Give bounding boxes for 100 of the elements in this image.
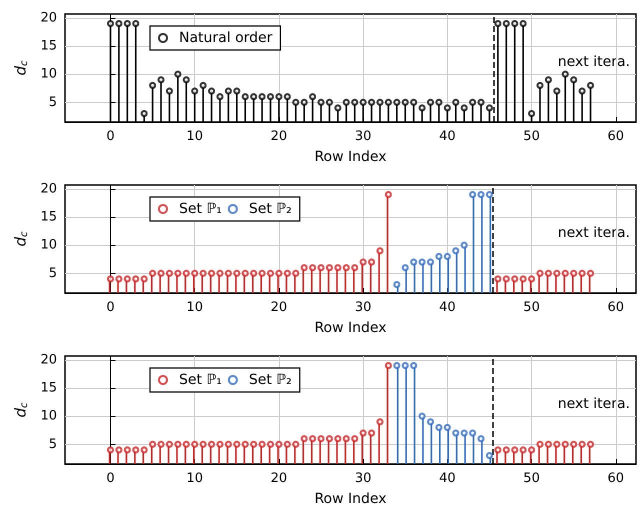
- point: [318, 435, 325, 442]
- point: [300, 98, 308, 106]
- point: [275, 440, 282, 448]
- point: [402, 362, 409, 370]
- point: [410, 362, 418, 370]
- point: [267, 440, 274, 448]
- point: [511, 20, 518, 28]
- point: [368, 98, 376, 106]
- point: [469, 98, 476, 106]
- annotation: next itera.: [558, 225, 630, 241]
- point: [140, 275, 148, 282]
- x-tick-label: 30: [354, 471, 372, 486]
- point: [115, 20, 122, 28]
- x-tick-label: 20: [270, 129, 288, 144]
- point: [528, 110, 536, 118]
- x-tick-label: 30: [354, 300, 372, 315]
- point: [216, 440, 224, 448]
- point: [115, 275, 122, 282]
- x-tick-label: 50: [523, 300, 540, 315]
- point: [351, 435, 358, 442]
- point: [140, 110, 148, 118]
- point: [452, 430, 460, 437]
- x-axis-title: Row Index: [314, 491, 387, 507]
- point: [106, 20, 114, 28]
- y-tick-label: 10: [40, 408, 57, 424]
- point: [587, 270, 594, 277]
- point: [242, 440, 249, 448]
- point: [562, 270, 569, 277]
- point: [393, 281, 400, 288]
- point: [578, 88, 586, 95]
- point: [124, 275, 131, 282]
- point: [544, 76, 552, 84]
- point: [410, 258, 418, 266]
- point: [334, 104, 342, 112]
- point: [158, 440, 165, 448]
- x-tick-label: 60: [608, 471, 624, 486]
- annotation: next itera.: [558, 396, 630, 412]
- point: [191, 440, 198, 448]
- y-tick-label: 15: [40, 380, 57, 396]
- point: [376, 247, 384, 254]
- point: [511, 446, 518, 454]
- point: [166, 88, 173, 95]
- point: [149, 440, 156, 448]
- point: [460, 104, 468, 112]
- point: [553, 88, 560, 95]
- point: [200, 440, 207, 448]
- point: [106, 275, 114, 282]
- x-tick-label: 20: [270, 300, 288, 315]
- point: [182, 270, 190, 277]
- point: [460, 242, 468, 249]
- y-tick-label: 20: [40, 10, 57, 26]
- x-tick-label: 50: [523, 471, 540, 486]
- point: [452, 98, 460, 106]
- point: [427, 418, 434, 426]
- point: [536, 440, 544, 448]
- point: [124, 20, 131, 28]
- point: [318, 98, 325, 106]
- point: [149, 270, 156, 277]
- point: [494, 446, 502, 454]
- point: [402, 264, 409, 272]
- point: [216, 270, 224, 277]
- point: [224, 88, 232, 95]
- point: [444, 424, 451, 431]
- point: [553, 440, 560, 448]
- point: [292, 98, 300, 106]
- point: [376, 418, 384, 426]
- point: [174, 70, 182, 78]
- point: [224, 440, 232, 448]
- point: [309, 435, 316, 442]
- point: [384, 191, 392, 198]
- x-axis-title: Row Index: [314, 149, 387, 165]
- point: [309, 264, 316, 272]
- x-tick-label: 10: [186, 300, 203, 315]
- point: [284, 93, 291, 100]
- point: [233, 440, 240, 448]
- point: [326, 435, 333, 442]
- point: [520, 275, 527, 282]
- point: [460, 430, 468, 437]
- point: [300, 264, 308, 272]
- point: [275, 93, 282, 100]
- legend-label: Natural order: [179, 30, 273, 46]
- point: [528, 446, 536, 454]
- point: [242, 270, 249, 277]
- y-tick-label: 10: [40, 238, 57, 253]
- point: [174, 440, 182, 448]
- point: [191, 270, 198, 277]
- point: [309, 93, 316, 100]
- x-tick-label: 20: [270, 471, 288, 486]
- point: [570, 270, 578, 277]
- point: [334, 264, 342, 272]
- x-tick-label: 10: [186, 129, 203, 144]
- x-tick-label: 10: [186, 471, 203, 486]
- point: [418, 258, 426, 266]
- point: [544, 440, 552, 448]
- point: [478, 191, 485, 198]
- point: [360, 98, 367, 106]
- point: [326, 98, 333, 106]
- point: [149, 82, 156, 89]
- point: [536, 270, 544, 277]
- point: [384, 98, 392, 106]
